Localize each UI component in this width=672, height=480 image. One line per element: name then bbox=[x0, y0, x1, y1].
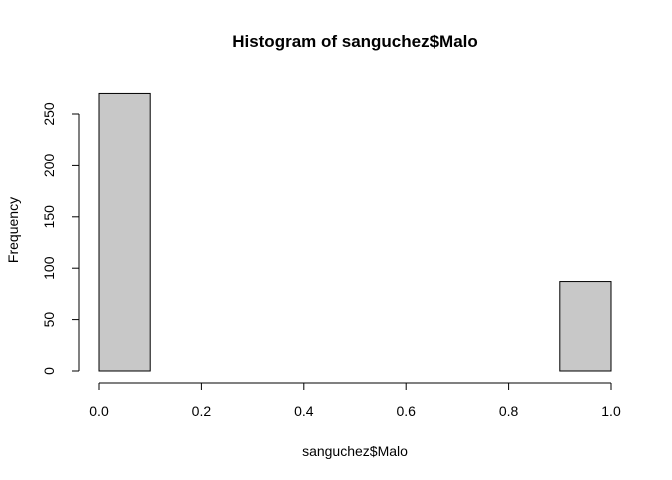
x-tick-label-5: 1.0 bbox=[601, 403, 621, 419]
x-axis: 0.0 0.2 0.4 0.6 0.8 1.0 bbox=[89, 382, 621, 419]
histogram-bar-9 bbox=[559, 281, 612, 372]
y-tick-label-1: 50 bbox=[41, 312, 57, 328]
x-axis-label: sanguchez$Malo bbox=[302, 443, 408, 459]
histogram-bar-0 bbox=[98, 92, 151, 372]
y-axis-label: Frequency bbox=[5, 197, 21, 263]
x-tick-label-3: 0.6 bbox=[396, 403, 416, 419]
x-tick-label-0: 0.0 bbox=[89, 403, 109, 419]
y-tick-label-0: 0 bbox=[41, 367, 57, 375]
x-tick-label-4: 0.8 bbox=[499, 403, 519, 419]
y-tick-label-4: 200 bbox=[41, 154, 57, 178]
bars-group bbox=[98, 92, 612, 372]
y-tick-label-2: 100 bbox=[41, 256, 57, 280]
y-tick-label-5: 250 bbox=[41, 102, 57, 126]
x-tick-label-1: 0.2 bbox=[192, 403, 212, 419]
y-axis: 0 50 100 150 200 250 bbox=[41, 102, 80, 375]
x-tick-label-2: 0.4 bbox=[294, 403, 314, 419]
chart-title: Histogram of sanguchez$Malo bbox=[232, 32, 478, 51]
y-tick-label-3: 150 bbox=[41, 205, 57, 229]
